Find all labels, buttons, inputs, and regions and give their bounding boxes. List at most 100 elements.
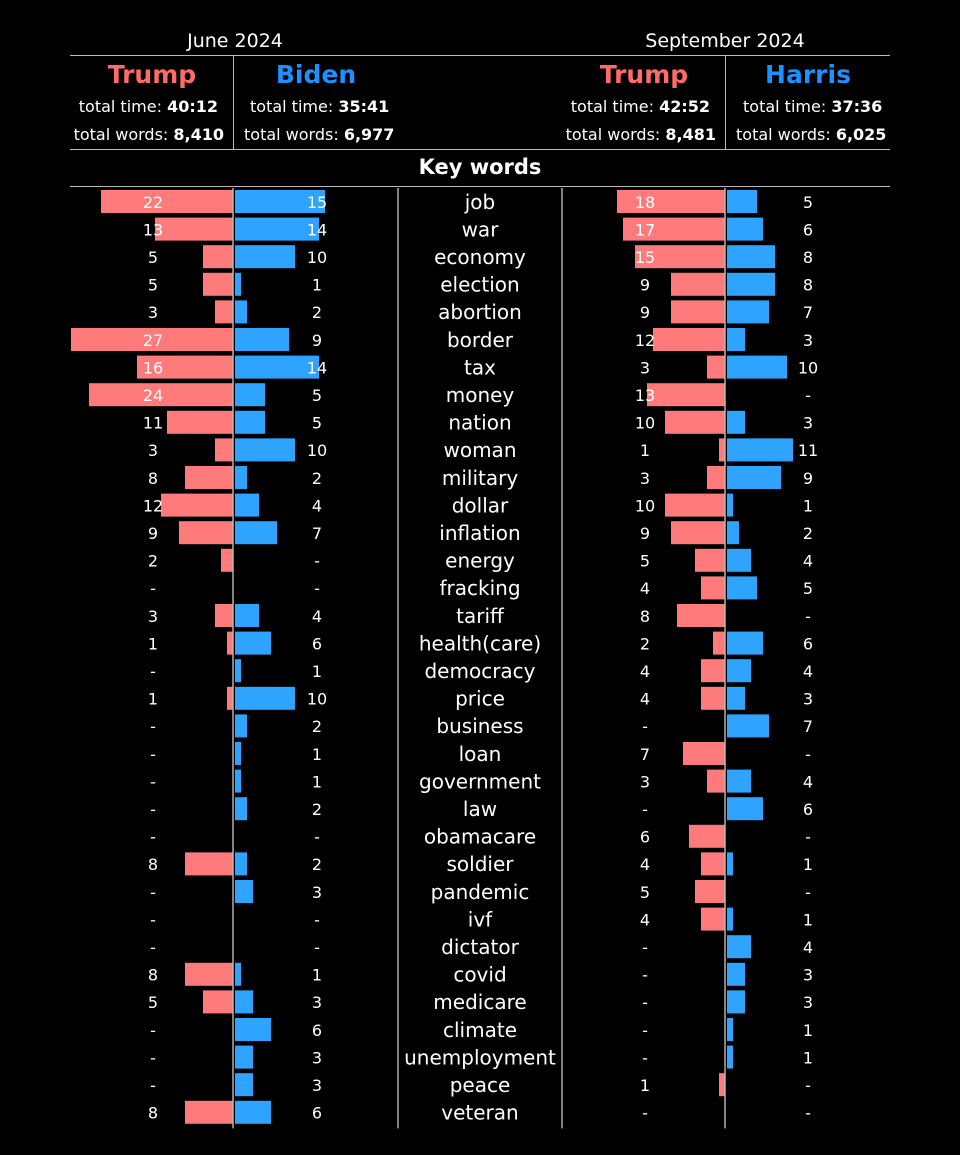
category-label-government: government (419, 769, 541, 793)
value-label-military-series-2: 3 (640, 469, 650, 488)
value-label-covid-series-3: 3 (803, 966, 813, 985)
value-label-business-series-2: - (642, 717, 648, 736)
bar-covid-series-1 (235, 962, 241, 986)
value-label-medicare-series-3: 3 (803, 993, 813, 1012)
bar-veteran-series-0 (185, 1100, 233, 1124)
value-label-covid-series-1: 1 (312, 966, 322, 985)
category-label-ivf: ivf (468, 907, 493, 931)
value-label-loan-series-3: - (805, 745, 811, 764)
category-label-election: election (440, 273, 519, 297)
stat-time-trump-september: total time: 42:52 (570, 97, 710, 116)
value-label-climate-series-3: 1 (803, 1021, 813, 1040)
value-label-price-series-3: 3 (803, 690, 813, 709)
bar-economy-series-1 (235, 245, 295, 269)
value-label-unemployment-series-0: - (150, 1048, 156, 1067)
value-label-ivf-series-2: 4 (640, 910, 650, 929)
bar-job-series-3 (727, 190, 757, 213)
right-period-label: September 2024 (645, 30, 805, 52)
value-label-dictator-series-3: 4 (803, 938, 813, 957)
value-label-abortion-series-2: 9 (640, 303, 650, 322)
bar-democracy-series-1 (235, 659, 241, 683)
category-label-fracking: fracking (439, 576, 520, 600)
value-label-soldier-series-0: 8 (148, 855, 158, 874)
bar-medicare-series-1 (235, 990, 253, 1014)
bar-law-series-1 (235, 797, 247, 821)
bar-election-series-1 (235, 272, 241, 296)
value-label-health-care--series-2: 2 (640, 634, 650, 653)
category-label-soldier: soldier (447, 852, 515, 876)
bar-woman-series-0 (215, 438, 233, 462)
value-label-nation-series-1: 5 (312, 414, 322, 433)
left-period-label: June 2024 (187, 30, 283, 52)
bar-soldier-series-1 (235, 852, 247, 876)
value-label-job-series-1: 15 (307, 193, 327, 212)
category-label-dictator: dictator (441, 935, 519, 959)
candidate-name-trump-june: Trump (107, 60, 197, 89)
bar-tariff-series-1 (235, 604, 259, 627)
value-label-obamacare-series-3: - (805, 828, 811, 847)
bar-health-care--series-2 (713, 631, 725, 655)
bar-fracking-series-2 (701, 576, 725, 600)
value-label-woman-series-1: 10 (307, 441, 327, 460)
bar-unemployment-series-3 (727, 1045, 733, 1069)
value-label-dictator-series-1: - (314, 938, 320, 957)
bar-law-series-3 (727, 797, 763, 821)
value-label-abortion-series-1: 2 (312, 303, 322, 322)
bar-medicare-series-3 (727, 990, 745, 1014)
value-label-nation-series-2: 10 (635, 414, 655, 433)
value-label-fracking-series-1: - (314, 579, 320, 598)
bar-inflation-series-1 (235, 521, 277, 545)
category-label-woman: woman (443, 438, 516, 462)
bar-dollar-series-0 (161, 493, 233, 517)
bar-pandemic-series-1 (235, 880, 253, 903)
value-label-democracy-series-3: 4 (803, 662, 813, 681)
value-label-democracy-series-1: 1 (312, 662, 322, 681)
bar-abortion-series-0 (215, 300, 233, 324)
value-label-price-series-2: 4 (640, 690, 650, 709)
bar-price-series-3 (727, 686, 745, 710)
value-label-peace-series-3: - (805, 1076, 811, 1095)
value-label-woman-series-0: 3 (148, 441, 158, 460)
bar-border-series-2 (653, 328, 725, 351)
value-label-law-series-1: 2 (312, 800, 322, 819)
value-label-economy-series-0: 5 (148, 248, 158, 267)
value-label-military-series-3: 9 (803, 469, 813, 488)
bar-covid-series-0 (185, 962, 233, 986)
value-label-inflation-series-2: 9 (640, 524, 650, 543)
bar-job-series-2 (617, 190, 725, 213)
bar-peace-series-2 (719, 1073, 725, 1097)
value-label-border-series-0: 27 (143, 331, 163, 350)
value-label-soldier-series-3: 1 (803, 855, 813, 874)
category-label-energy: energy (445, 549, 515, 573)
bar-pandemic-series-2 (695, 880, 725, 903)
category-label-veteran: veteran (441, 1101, 518, 1125)
value-label-job-series-3: 5 (803, 193, 813, 212)
value-label-business-series-0: - (150, 717, 156, 736)
bar-election-series-3 (727, 272, 775, 296)
bar-energy-series-0 (221, 548, 233, 572)
value-label-tax-series-3: 10 (798, 358, 818, 377)
bar-soldier-series-3 (727, 852, 733, 876)
value-label-ivf-series-3: 1 (803, 910, 813, 929)
bar-nation-series-2 (665, 410, 725, 434)
value-label-inflation-series-0: 9 (148, 524, 158, 543)
value-label-ivf-series-0: - (150, 910, 156, 929)
bar-war-series-0 (155, 217, 233, 241)
bar-economy-series-2 (635, 245, 725, 269)
bar-money-series-1 (235, 383, 265, 407)
bar-price-series-2 (701, 686, 725, 710)
bar-election-series-0 (203, 272, 233, 296)
value-label-energy-series-3: 4 (803, 552, 813, 571)
stat-words-biden: total words: 6,977 (244, 125, 395, 144)
category-label-business: business (436, 714, 523, 738)
value-label-pandemic-series-2: 5 (640, 883, 650, 902)
value-label-money-series-0: 24 (143, 386, 163, 405)
value-label-economy-series-1: 10 (307, 248, 327, 267)
bar-tax-series-2 (707, 355, 725, 379)
category-label-peace: peace (450, 1073, 511, 1097)
bar-peace-series-1 (235, 1073, 253, 1097)
candidate-name-trump-september: Trump (599, 60, 689, 89)
stat-time-harris: total time: 37:36 (743, 97, 883, 116)
value-label-tax-series-1: 14 (307, 358, 327, 377)
value-label-peace-series-0: - (150, 1076, 156, 1095)
